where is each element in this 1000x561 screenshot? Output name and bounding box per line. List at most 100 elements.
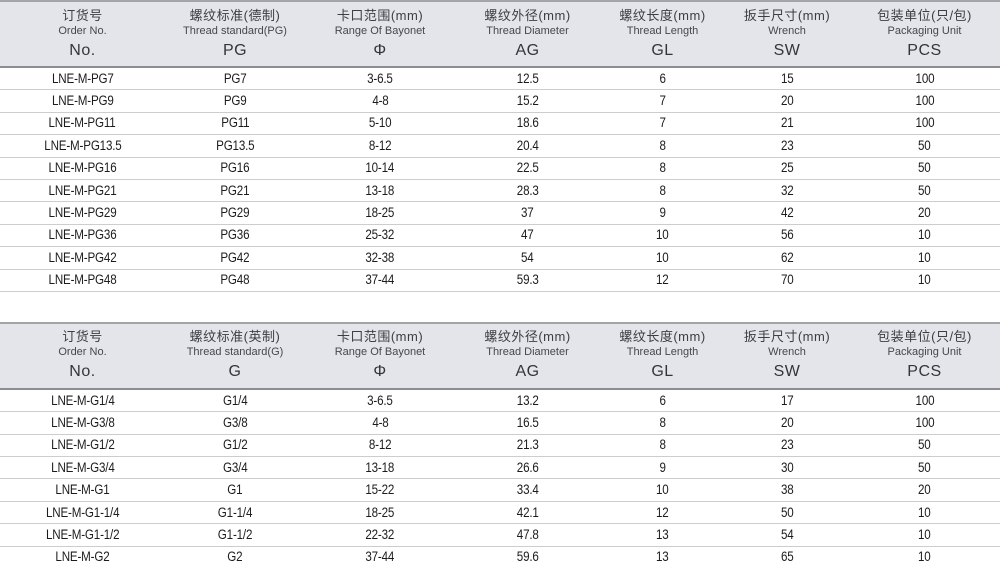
table-cell-value: 50: [780, 504, 794, 520]
table-cell: 33.4: [455, 478, 600, 502]
column-code-label: G: [228, 363, 242, 381]
table-cell: LNE-M-G1/2: [0, 434, 165, 458]
column-header: 扳手尺寸(mm) Wrench SW: [725, 0, 849, 68]
table-cell-value: G3/8: [222, 414, 248, 430]
table-cell: 10: [849, 546, 1000, 561]
table-cell-value: 37-44: [365, 272, 395, 288]
column-en-label: Range Of Bayonet: [334, 346, 426, 359]
table-cell-value: PG16: [220, 160, 250, 176]
table-cell: 20: [725, 89, 849, 113]
table-cell: 50: [849, 434, 1000, 458]
table-cell-value: PG13.5: [215, 137, 255, 153]
table-cell-value: LNE-M-PG36: [48, 227, 117, 243]
table-cell: 18-25: [305, 501, 455, 525]
table-cell-value: 56: [780, 227, 794, 243]
table-cell-value: LNE-M-PG7: [51, 70, 114, 86]
table-cell: PG9: [165, 89, 305, 113]
table-cell: LNE-M-G1/4: [0, 388, 165, 413]
column-zh-label: 扳手尺寸(mm): [743, 329, 831, 345]
table-cell: 50: [849, 157, 1000, 180]
table-cell: 15-22: [305, 478, 455, 502]
column-code-label: Φ: [373, 41, 387, 59]
table-cell-value: LNE-M-G1-1/2: [45, 526, 120, 542]
table-cell: PG42: [165, 246, 305, 270]
column-zh-label: 螺纹长度(mm): [619, 329, 706, 345]
table-cell: LNE-M-PG7: [0, 67, 165, 91]
table-cell-value: 10: [918, 227, 931, 243]
table-cell-value: 10: [918, 249, 931, 265]
column-zh-label: 螺纹标准(英制): [189, 329, 281, 345]
table-cell: 10: [600, 224, 725, 248]
table-cell-value: 16.5: [516, 414, 539, 430]
table-cell-value: LNE-M-G1/2: [50, 437, 115, 453]
table-cell-value: 100: [915, 392, 934, 408]
table-cell-value: G1-1/4: [217, 504, 253, 520]
table-cell: PG36: [165, 224, 305, 248]
table-cell-value: 32-38: [365, 249, 395, 265]
table-cell: 9: [600, 456, 725, 480]
table-cell-value: G1/4: [222, 392, 248, 408]
table-row: LNE-M-PG11 PG11 5-10 18.6 7 21 100: [0, 112, 1000, 136]
table-cell-value: 7: [659, 115, 666, 131]
table-cell: 21.3: [455, 434, 600, 458]
table-cell-value: 8: [659, 137, 666, 153]
table-cell: 15.2: [455, 89, 600, 113]
header-row: 订货号 Order No. No. 螺纹标准(德制) Thread standard(P…: [0, 0, 1000, 68]
column-zh-label: 螺纹长度(mm): [619, 7, 706, 23]
table-cell: LNE-M-PG48: [0, 269, 165, 292]
column-header: 卡口范围(mm) Range Of Bayonet Φ: [305, 0, 455, 68]
table-cell: 4-8: [305, 411, 455, 435]
column-header: 卡口范围(mm) Range Of Bayonet Φ: [305, 321, 455, 390]
table-cell: 50: [725, 501, 849, 525]
table-row: LNE-M-PG21 PG21 13-18 28.3 8 32 50: [0, 179, 1000, 203]
table-cell-value: 18-25: [365, 504, 395, 520]
column-code-label: PCS: [907, 363, 942, 381]
column-header: 螺纹外径(mm) Thread Diameter AG: [455, 0, 600, 68]
table-cell-value: 15-22: [365, 482, 395, 498]
table-cell: 70: [725, 269, 849, 292]
table-cell: 42.1: [455, 501, 600, 525]
table-cell-value: 6: [659, 70, 666, 86]
table-cell-value: 8-12: [368, 137, 392, 153]
table-cell-value: LNE-M-PG11: [48, 115, 117, 131]
table-cell-value: 10: [918, 526, 931, 542]
table-cell-value: 100: [915, 414, 934, 430]
table-cell-value: 9: [659, 459, 666, 475]
table-cell: PG29: [165, 201, 305, 225]
table-cell-value: 50: [918, 137, 931, 153]
table-cell-value: LNE-M-PG29: [48, 205, 117, 221]
table-cell: 12: [600, 501, 725, 525]
table-cell: 5-10: [305, 112, 455, 136]
table-cell-value: 25: [780, 160, 794, 176]
table-cell-value: PG42: [220, 249, 250, 265]
table-cell-value: LNE-M-PG13.5: [43, 137, 122, 153]
table-cell: 13: [600, 523, 725, 547]
table-cell-value: 100: [915, 70, 934, 86]
table-row: LNE-M-G1/4 G1/4 3-6.5 13.2 6 17 100: [0, 388, 1000, 413]
table-cell-value: 3-6.5: [367, 70, 393, 86]
table-cell: 10-14: [305, 157, 455, 180]
table-cell: 18-25: [305, 201, 455, 225]
table-cell-value: 100: [915, 93, 934, 109]
table-cell: 50: [849, 179, 1000, 203]
table-row: LNE-M-G1-1/2 G1-1/2 22-32 47.8 13 54 10: [0, 523, 1000, 547]
table-cell-value: 17: [780, 392, 794, 408]
table-cell-value: 20: [918, 482, 931, 498]
table-cell-value: 9: [659, 205, 666, 221]
table-cell-value: PG11: [220, 115, 250, 131]
table-cell-value: G1-1/2: [217, 526, 253, 542]
table-row: LNE-M-PG16 PG16 10-14 22.5 8 25 50: [0, 157, 1000, 180]
table-cell: 13-18: [305, 179, 455, 203]
column-header: 螺纹长度(mm) Thread Length GL: [600, 0, 725, 68]
table-cell: 65: [725, 546, 849, 561]
column-header: 螺纹标准(德制) Thread standard(PG) PG: [165, 0, 305, 68]
column-zh-label: 包装单位(只/包): [877, 329, 972, 345]
table-cell: 8-12: [305, 434, 455, 458]
table-cell: 42: [725, 201, 849, 225]
table-cell: 25: [725, 157, 849, 180]
table-cell: 13.2: [455, 388, 600, 413]
table-cell: 37-44: [305, 546, 455, 561]
table-cell-value: 22.5: [516, 160, 539, 176]
table-cell: 20.4: [455, 134, 600, 158]
table-cell: 12.5: [455, 67, 600, 91]
